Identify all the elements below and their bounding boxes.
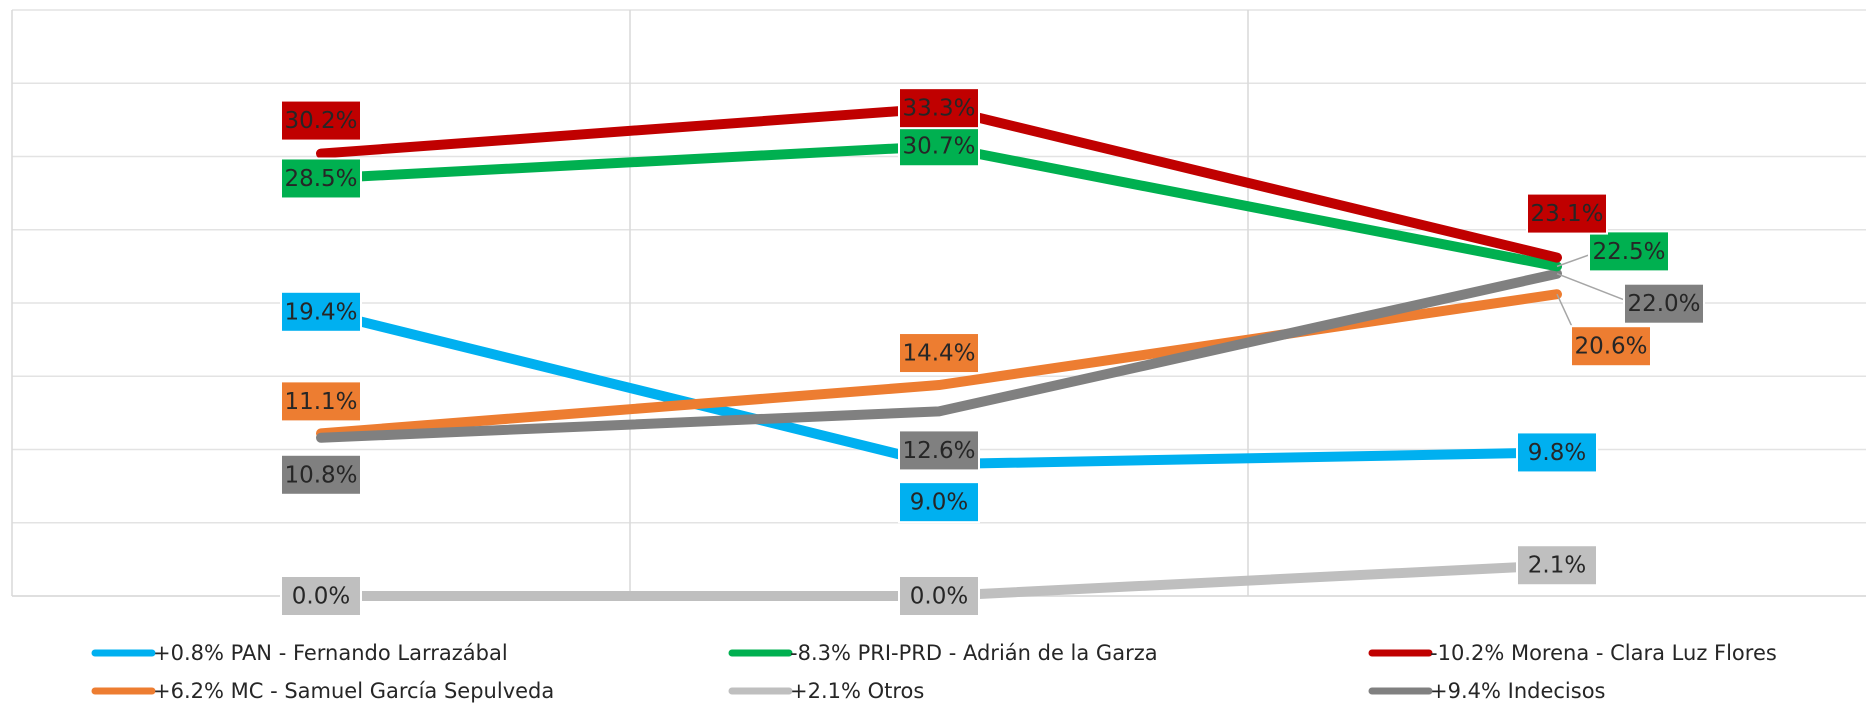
data-label: 11.1%: [280, 380, 362, 423]
label-box: [1588, 230, 1670, 273]
label-text: 11.1%: [284, 389, 357, 415]
legend-label: -10.2% Morena - Clara Luz Flores: [1430, 641, 1777, 665]
label-text: 22.5%: [1592, 239, 1665, 265]
label-box: [1623, 282, 1705, 325]
legend-label: +9.4% Indecisos: [1430, 679, 1606, 703]
label-text: 14.4%: [902, 341, 975, 367]
data-label: 9.0%: [898, 481, 980, 524]
data-label: 28.5%: [280, 157, 362, 200]
label-box: [1526, 192, 1608, 235]
label-text: 33.3%: [902, 96, 975, 122]
label-text: 9.8%: [1528, 440, 1586, 466]
label-text: 20.6%: [1574, 334, 1647, 360]
label-box: [280, 453, 362, 496]
legend-label: +2.1% Otros: [790, 679, 924, 703]
label-text: 2.1%: [1528, 553, 1586, 579]
label-box: [898, 575, 980, 617]
label-box: [280, 290, 362, 333]
label-box: [280, 99, 362, 142]
label-box: [280, 575, 362, 617]
label-text: 10.8%: [284, 462, 357, 488]
data-label: 33.3%: [898, 87, 980, 130]
label-box: [898, 125, 980, 168]
data-labels: 0.0% 0.0% 2.1% 19.4% 9.0% 9.8% 11.1% 14.4% 20.6%…: [280, 87, 1705, 617]
label-box: [280, 380, 362, 423]
data-label: 20.6%: [1570, 325, 1652, 368]
label-text: 22.0%: [1627, 291, 1700, 317]
label-text: 30.2%: [284, 108, 357, 134]
label-text: 23.1%: [1530, 201, 1603, 227]
label-text: 0.0%: [292, 584, 350, 610]
data-label: 14.4%: [898, 332, 980, 375]
data-label: 0.0%: [280, 575, 362, 617]
label-box: [898, 429, 980, 472]
leader-line: [1556, 273, 1635, 305]
label-text: 19.4%: [284, 299, 357, 325]
data-label: 22.0%: [1623, 282, 1705, 325]
data-label: 30.7%: [898, 125, 980, 168]
data-label: 9.8%: [1516, 431, 1598, 474]
label-box: [898, 481, 980, 524]
legend-label: +0.8% PAN - Fernando Larrazábal: [153, 641, 508, 665]
data-label: 19.4%: [280, 290, 362, 333]
label-box: [898, 332, 980, 375]
data-label: 23.1%: [1526, 192, 1608, 235]
label-box: [1516, 544, 1598, 587]
data-label: 0.0%: [898, 575, 980, 617]
label-text: 9.0%: [910, 490, 968, 516]
data-label: 22.5%: [1588, 230, 1670, 273]
series-line: [316, 268, 1562, 443]
label-box: [1516, 431, 1598, 474]
label-text: 30.7%: [902, 134, 975, 160]
data-label: 30.2%: [280, 99, 362, 142]
label-box: [280, 157, 362, 200]
label-text: 0.0%: [910, 584, 968, 610]
legend-label: -8.3% PRI-PRD - Adrián de la Garza: [790, 641, 1158, 665]
data-label: 12.6%: [898, 429, 980, 472]
label-box: [898, 87, 980, 130]
label-text: 28.5%: [284, 166, 357, 192]
data-label: 2.1%: [1516, 544, 1598, 587]
label-box: [1570, 325, 1652, 368]
data-label: 10.8%: [280, 453, 362, 496]
legend-label: +6.2% MC - Samuel García Sepulveda: [153, 679, 554, 703]
label-text: 12.6%: [902, 438, 975, 464]
